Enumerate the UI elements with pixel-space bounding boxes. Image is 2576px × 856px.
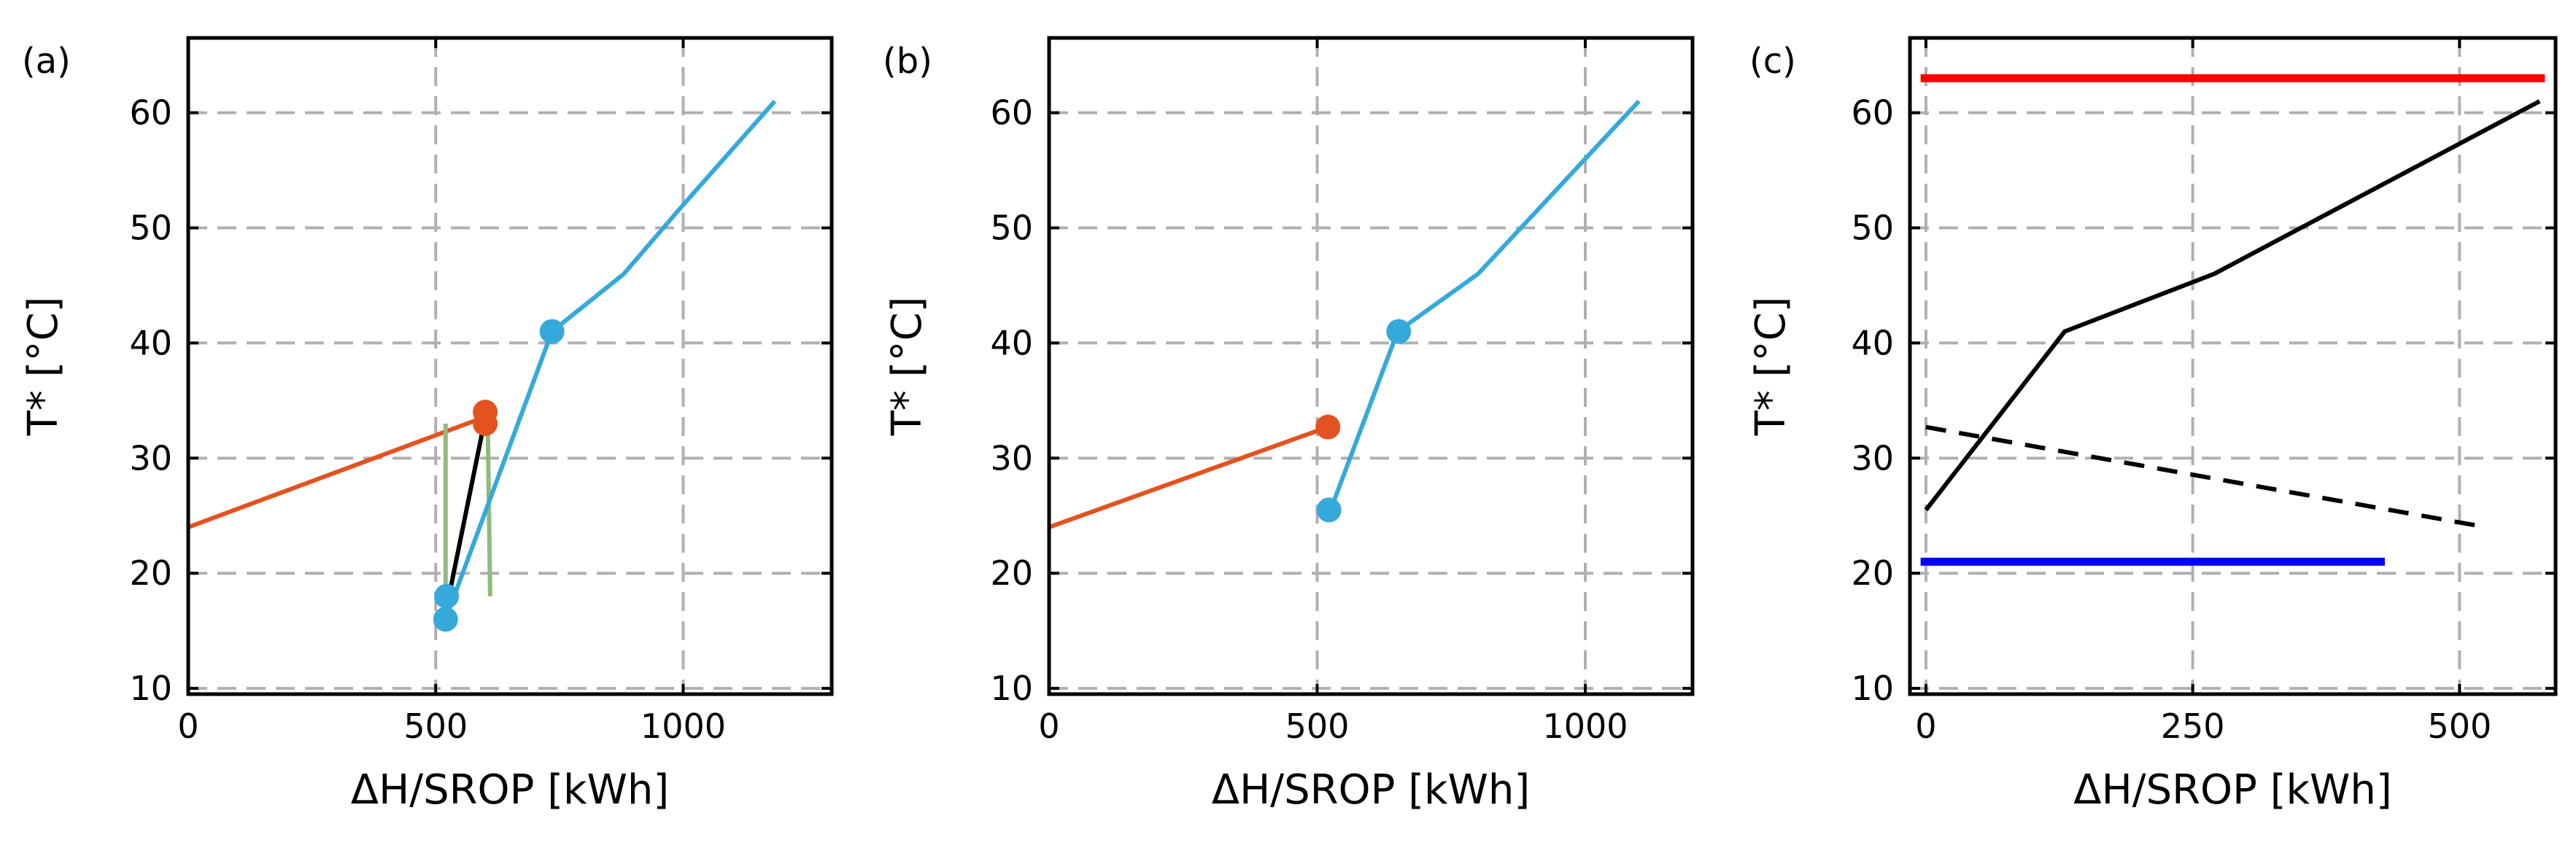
y-tick-label: 10 <box>1851 669 1894 708</box>
y-tick-label: 20 <box>990 553 1033 593</box>
chart-panel-2: 0 500 1000 10 20 30 40 50 60 ΔH/SROP [kWh] T* [°C]… <box>883 36 1695 814</box>
x-axis-label: ΔH/SROP [kWh] <box>2073 766 2391 814</box>
data-point <box>473 411 498 436</box>
data-point <box>1386 319 1412 344</box>
y-tick-label: 20 <box>129 553 172 593</box>
x-tick-label: 0 <box>1038 707 1059 746</box>
plot-frame <box>186 36 834 696</box>
panel-label: (b) <box>883 41 932 82</box>
data-point <box>539 319 565 344</box>
x-axis-label: ΔH/SROP [kWh] <box>1212 766 1530 814</box>
y-tick-label: 50 <box>1851 209 1894 248</box>
y-tick-label: 60 <box>1851 93 1894 133</box>
x-tick-label: 1000 <box>1542 707 1628 746</box>
y-axis-label: T* [°C] <box>20 297 67 437</box>
y-tick-label: 30 <box>129 438 172 478</box>
plot-area <box>1920 74 2545 566</box>
y-axis-label: T* [°C] <box>1747 297 1795 437</box>
chart-panel-1: 0 500 1000 10 20 30 40 50 60 ΔH/SROP [kWh] T* [°C]… <box>20 36 834 814</box>
y-tick-label: 40 <box>990 323 1033 362</box>
x-tick-label: 500 <box>403 707 468 746</box>
panel-label: (a) <box>22 41 71 82</box>
series-line-black-solid <box>1924 99 2541 512</box>
x-axis-label: ΔH/SROP [kWh] <box>351 766 669 814</box>
series-line-black <box>444 417 488 609</box>
x-tick-label: 0 <box>1915 707 1936 746</box>
x-tick-label: 0 <box>177 707 198 746</box>
plot-frame <box>1908 36 2558 696</box>
plot-frame <box>1047 36 1695 696</box>
y-tick-label: 10 <box>129 669 172 708</box>
y-tick-label: 60 <box>990 93 1033 133</box>
y-tick-label: 30 <box>1851 438 1894 478</box>
y-axis-label: T* [°C] <box>883 297 931 437</box>
x-tick-label: 1000 <box>641 707 726 746</box>
series-line-blue <box>1328 99 1641 511</box>
y-tick-label: 50 <box>129 209 172 248</box>
data-point <box>433 607 458 632</box>
data-point <box>434 583 460 609</box>
y-tick-label: 30 <box>990 438 1033 478</box>
y-tick-label: 60 <box>129 93 172 133</box>
x-tick-label: 500 <box>2427 707 2491 746</box>
plot-area <box>1049 99 1641 529</box>
y-tick-label: 40 <box>129 323 172 362</box>
y-tick-label: 10 <box>990 669 1033 708</box>
series-line-blue <box>443 99 777 620</box>
y-tick-label: 20 <box>1851 553 1894 593</box>
data-point <box>1316 497 1342 523</box>
chart-panel-3: 0 250 500 10 20 30 40 50 60 ΔH/SROP [kWh] T* [°C] (… <box>1747 36 2558 814</box>
y-tick-label: 50 <box>990 209 1033 248</box>
series-line-orange <box>1049 424 1329 529</box>
x-tick-label: 250 <box>2161 707 2225 746</box>
y-tick-label: 40 <box>1851 323 1894 362</box>
series-line-orange <box>188 416 484 529</box>
series-line-black-dashed <box>1925 424 2487 530</box>
x-tick-label: 500 <box>1285 707 1350 746</box>
data-point <box>1315 414 1341 440</box>
panel-label: (c) <box>1749 41 1796 82</box>
